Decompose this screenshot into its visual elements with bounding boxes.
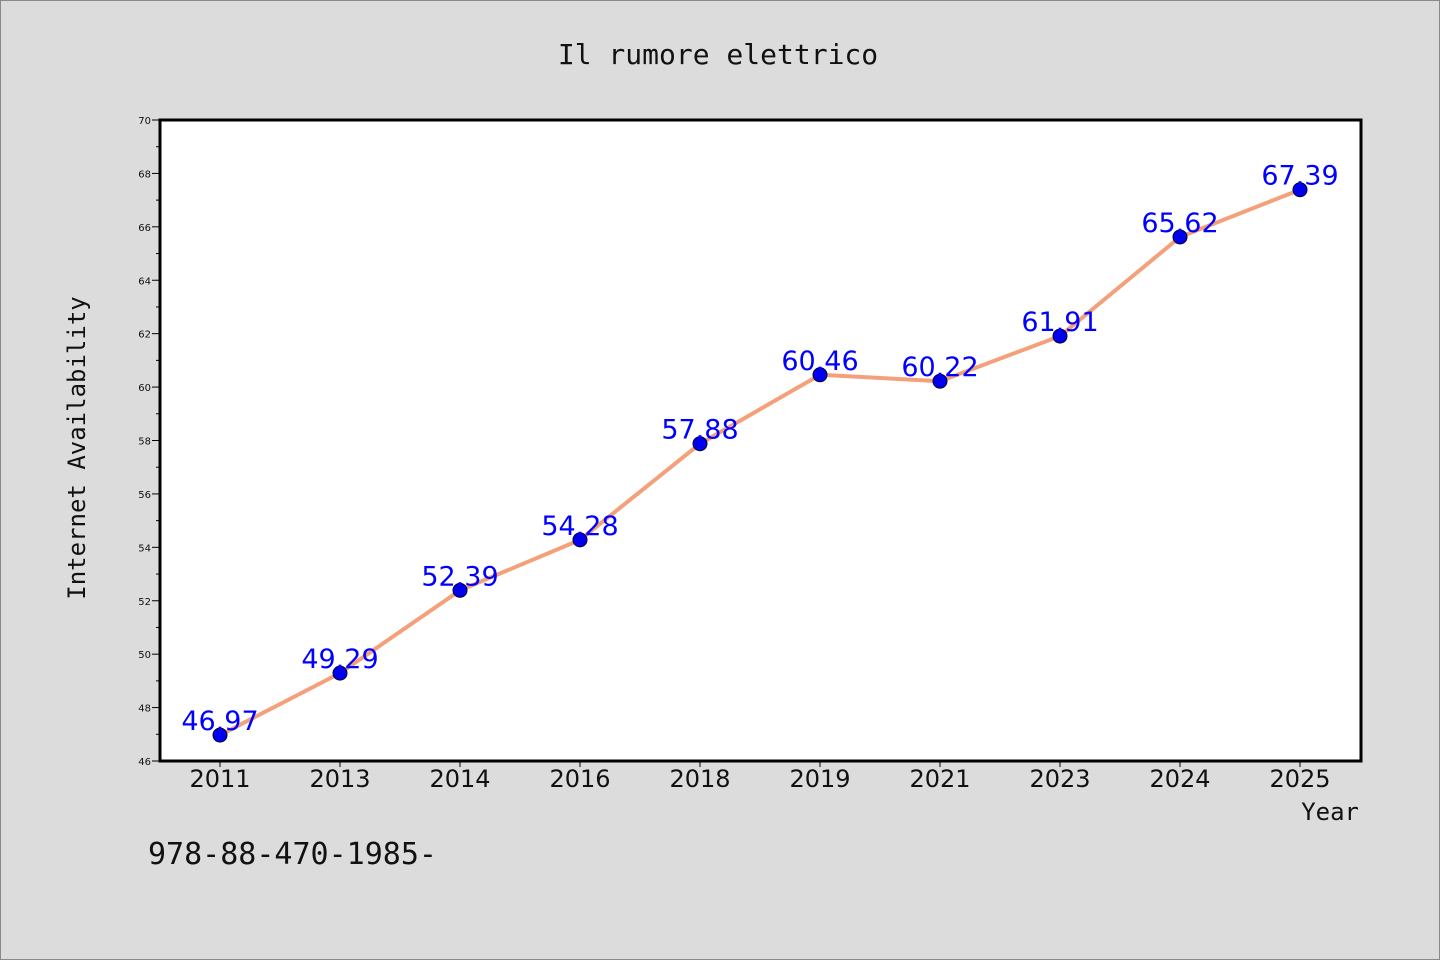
data-point <box>1172 229 1188 245</box>
x-tick-label: 2023 <box>1029 765 1090 793</box>
plot-area <box>160 120 1361 761</box>
y-tick-label: 58 <box>138 437 151 448</box>
series-line <box>218 187 1302 738</box>
data-point <box>932 373 948 389</box>
chart-title: Il rumore elettrico <box>558 38 878 71</box>
data-label: 52.39 <box>421 561 498 592</box>
x-tick-label: 2018 <box>669 765 730 793</box>
y-tick-label: 68 <box>138 169 151 180</box>
y-tick-label: 64 <box>138 276 151 287</box>
x-axis-ticks: 2011 2013 2014 2016 2018 2019 2021 2023 2024 2025 <box>189 761 1331 793</box>
x-tick-label: 2016 <box>549 765 610 793</box>
data-point <box>1292 182 1308 198</box>
x-tick-label: 2019 <box>789 765 850 793</box>
data-label: 49.29 <box>301 644 378 675</box>
y-tick-label: 62 <box>138 330 151 341</box>
x-tick-label: 2021 <box>909 765 970 793</box>
y-tick-label: 50 <box>138 650 151 661</box>
y-tick-label: 56 <box>138 490 151 501</box>
y-tick-label: 66 <box>138 223 151 234</box>
data-point <box>1052 328 1068 344</box>
data-label: 67.39 <box>1261 161 1338 192</box>
data-label: 60.22 <box>901 352 978 383</box>
y-tick-label: 48 <box>138 704 151 715</box>
data-point <box>212 727 228 743</box>
data-point <box>692 436 708 452</box>
x-axis-label: Year <box>1301 798 1359 826</box>
data-point <box>572 532 588 548</box>
data-label: 57.88 <box>661 415 738 446</box>
y-tick-label: 46 <box>138 757 151 768</box>
x-tick-label: 2025 <box>1269 765 1330 793</box>
data-label: 60.46 <box>781 346 858 377</box>
y-tick-label: 52 <box>138 597 151 608</box>
data-label: 65.62 <box>1141 208 1218 239</box>
data-point <box>332 665 348 681</box>
data-label: 61.91 <box>1021 307 1098 338</box>
y-tick-label: 60 <box>138 383 151 394</box>
x-tick-label: 2013 <box>309 765 370 793</box>
data-point <box>812 367 828 383</box>
y-axis-label: Internet Availability <box>63 296 91 599</box>
data-label: 54.28 <box>541 511 618 542</box>
y-tick-label: 70 <box>138 116 151 127</box>
x-tick-label: 2024 <box>1149 765 1210 793</box>
plot-border <box>158 118 1363 763</box>
y-tick-label: 54 <box>138 543 151 554</box>
y-axis-ticks: 46 48 50 52 54 56 58 60 62 64 66 68 70 <box>138 116 160 768</box>
data-label: 46.97 <box>181 706 258 737</box>
x-tick-label: 2011 <box>189 765 250 793</box>
footer-code: 978-88-470-1985- <box>148 837 437 872</box>
x-tick-label: 2014 <box>429 765 490 793</box>
series-layer <box>212 182 1308 743</box>
data-labels: 46.97 49.29 52.39 54.28 57.88 60.46 60.22 61.91… <box>181 161 1338 737</box>
data-point <box>452 582 468 598</box>
